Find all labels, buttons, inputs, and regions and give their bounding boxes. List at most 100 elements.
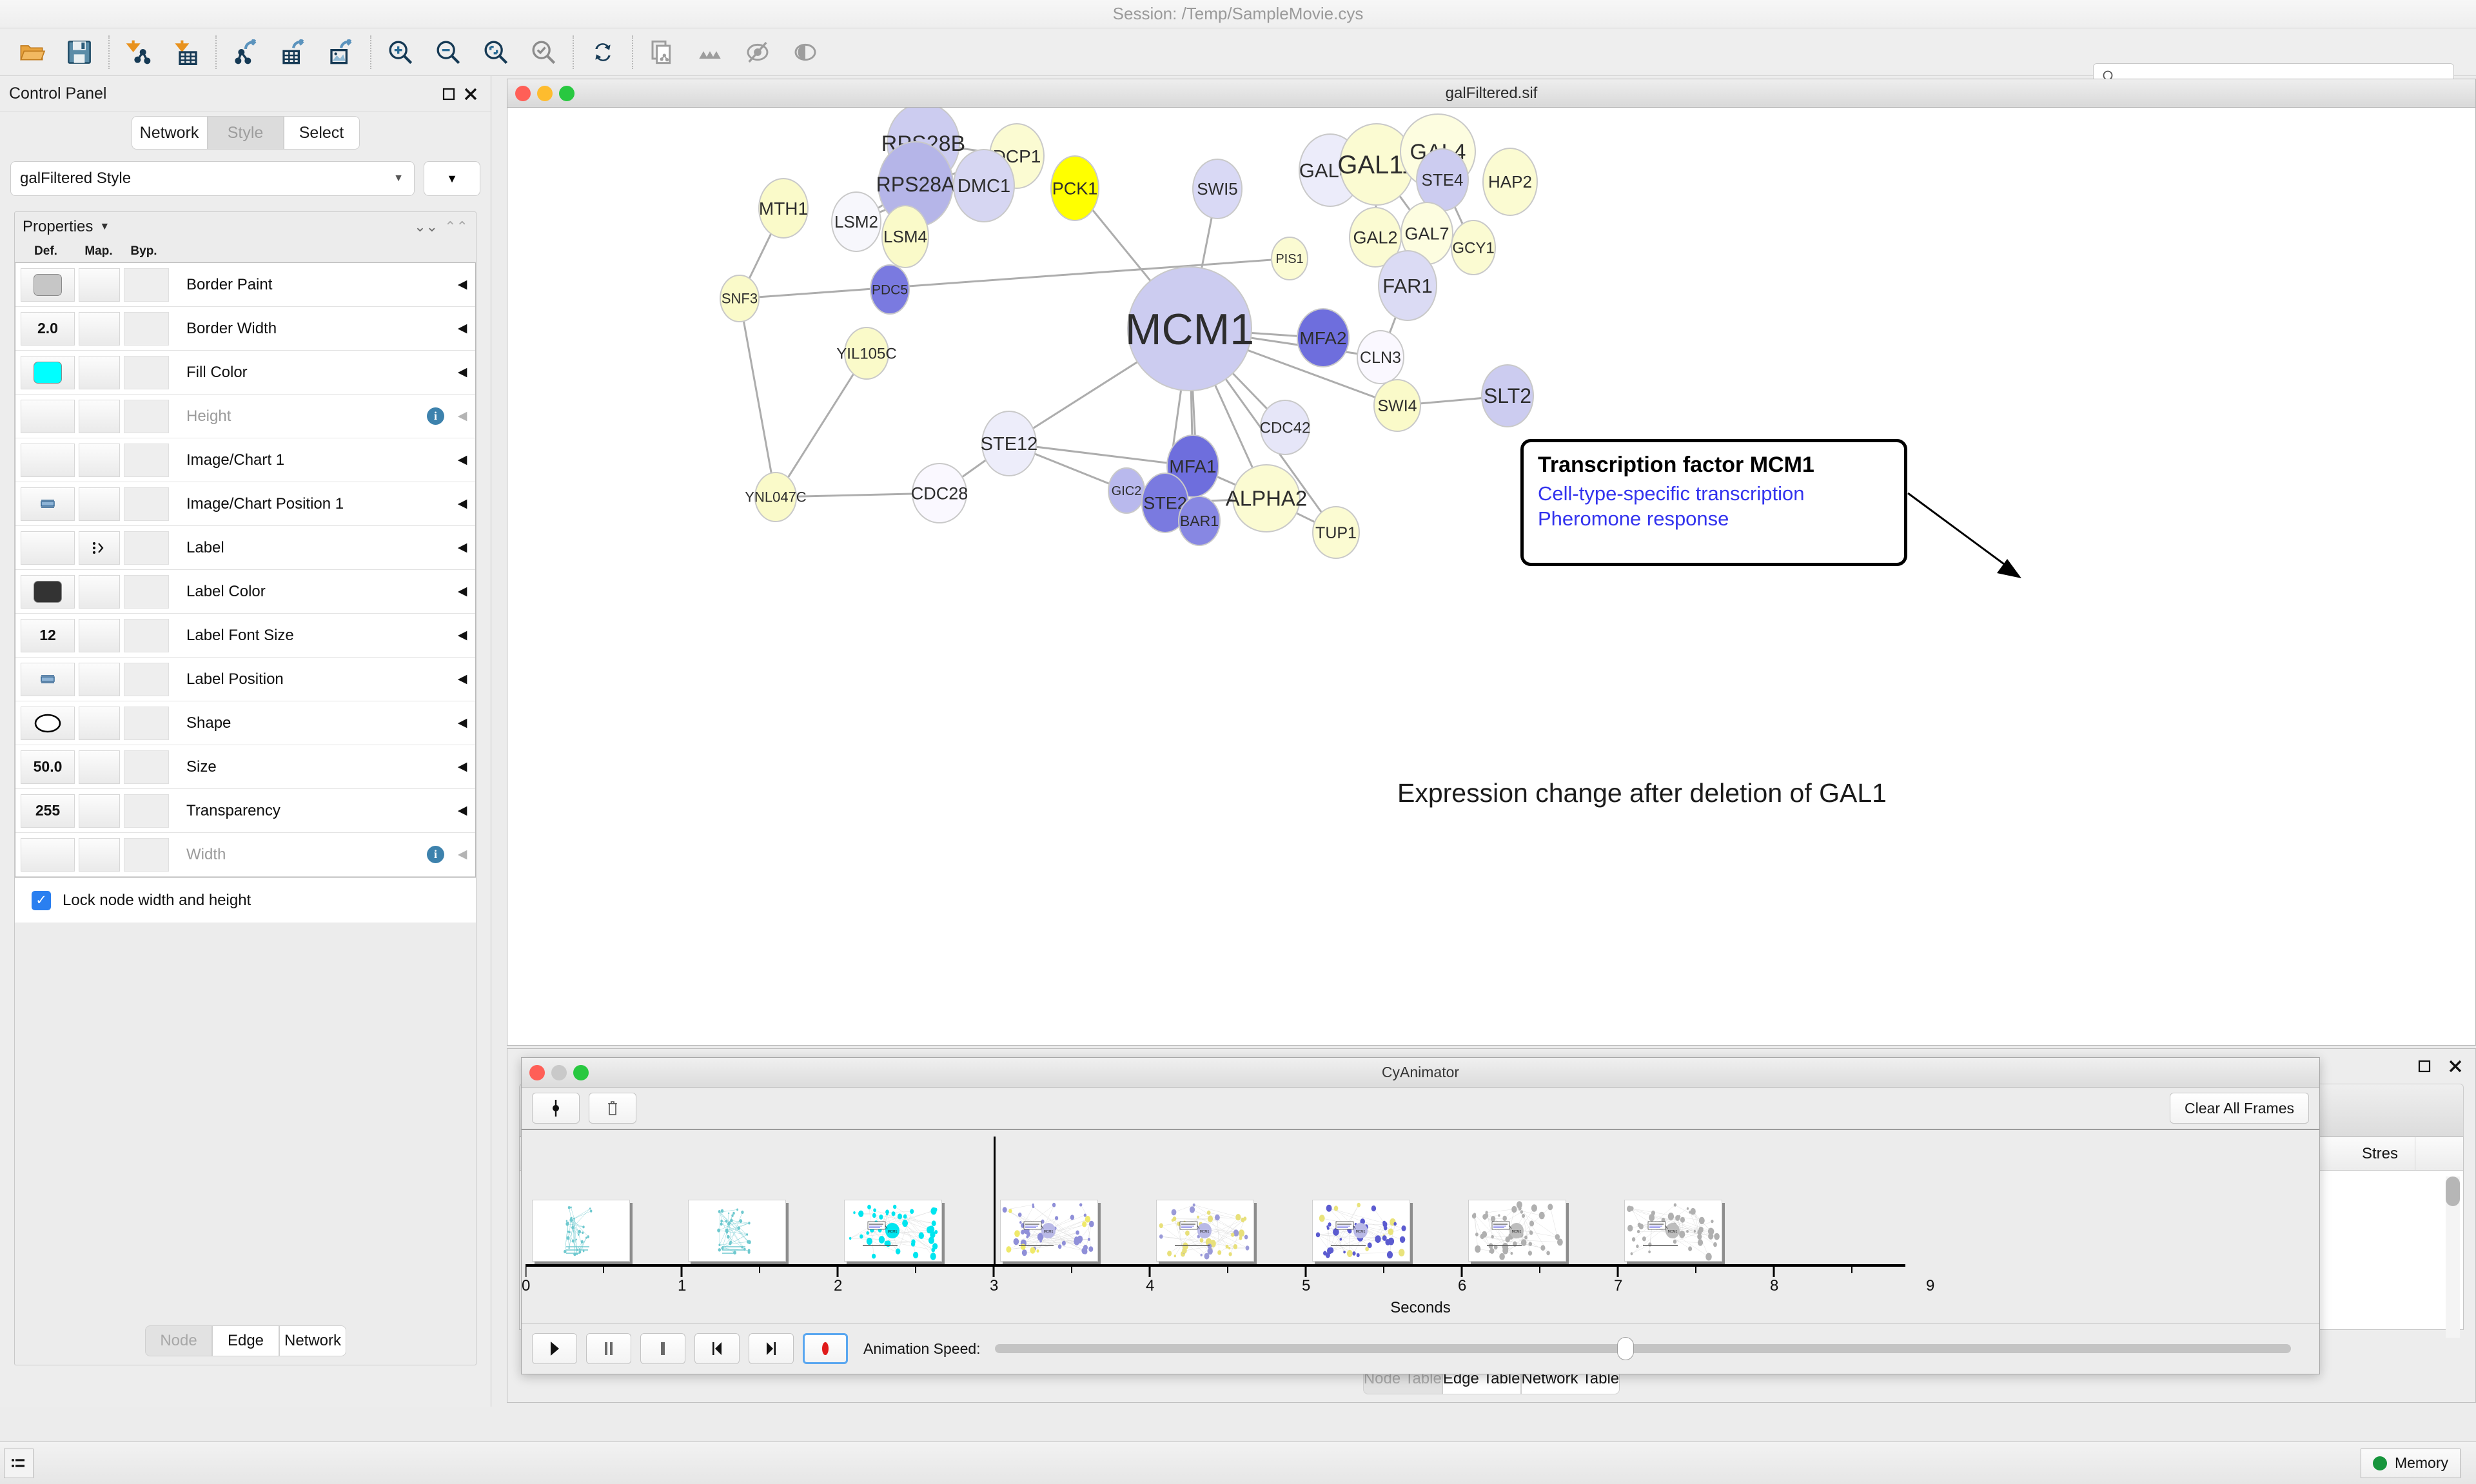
network-node[interactable]: CLN3 xyxy=(1357,330,1404,384)
property-row[interactable]: Image/Chart 1 ◀ xyxy=(15,438,475,482)
network-edge[interactable] xyxy=(774,353,868,498)
property-default-value[interactable] xyxy=(21,443,75,477)
node-shape[interactable] xyxy=(1451,220,1496,275)
network-node[interactable]: GIC2 xyxy=(1108,467,1145,514)
close-icon[interactable] xyxy=(460,83,482,105)
node-shape[interactable] xyxy=(1373,379,1421,432)
minimize-window-button[interactable] xyxy=(537,85,553,101)
property-mapping-value[interactable] xyxy=(79,531,120,565)
network-edge[interactable] xyxy=(738,298,777,498)
node-shape[interactable] xyxy=(831,191,881,252)
property-row[interactable]: 12 Label Font Size ◀ xyxy=(15,614,475,658)
node-shape[interactable] xyxy=(720,275,760,322)
timeline-frame[interactable]: MCM1 xyxy=(1312,1200,1410,1262)
expand-property-arrow[interactable]: ◀ xyxy=(457,366,467,379)
property-row[interactable]: 255 Transparency ◀ xyxy=(15,789,475,833)
tab-node[interactable]: Node xyxy=(145,1325,212,1356)
lock-node-size-row[interactable]: ✓ Lock node width and height xyxy=(15,877,476,923)
network-node[interactable]: YNL047C xyxy=(745,472,807,522)
node-shape[interactable] xyxy=(1260,400,1310,455)
property-default-value[interactable] xyxy=(21,399,75,433)
property-row[interactable]: Width i ◀ xyxy=(15,833,475,877)
network-node[interactable]: MFA2 xyxy=(1297,308,1350,367)
node-shape[interactable] xyxy=(758,178,809,239)
tab-edge[interactable]: Edge xyxy=(212,1325,279,1356)
expand-property-arrow[interactable]: ◀ xyxy=(457,541,467,554)
network-edge[interactable] xyxy=(1008,442,1194,467)
network-node[interactable]: STE4 xyxy=(1416,148,1469,211)
expand-property-arrow[interactable]: ◀ xyxy=(457,585,467,598)
property-mapping-value[interactable] xyxy=(79,443,120,477)
node-shape[interactable] xyxy=(881,205,929,268)
node-shape[interactable] xyxy=(1482,148,1538,216)
timeline-playhead[interactable] xyxy=(994,1137,996,1265)
node-shape[interactable] xyxy=(1192,159,1243,219)
timeline-frame[interactable] xyxy=(532,1200,630,1262)
tab-style[interactable]: Style xyxy=(207,116,284,150)
node-shape[interactable] xyxy=(1050,155,1099,221)
node-shape[interactable] xyxy=(1178,496,1221,546)
property-row[interactable]: 2.0 Border Width ◀ xyxy=(15,307,475,351)
network-node[interactable]: PDC5 xyxy=(870,264,910,315)
property-bypass-value[interactable] xyxy=(124,750,169,784)
property-bypass-value[interactable] xyxy=(124,268,169,302)
stop-button[interactable] xyxy=(640,1333,685,1364)
property-row[interactable]: Label Color ◀ xyxy=(15,570,475,614)
play-button[interactable] xyxy=(532,1333,577,1364)
property-bypass-value[interactable] xyxy=(124,794,169,828)
table-scrollbar-thumb[interactable] xyxy=(2446,1176,2460,1206)
clear-all-frames-button[interactable]: Clear All Frames xyxy=(2170,1093,2309,1124)
network-canvas[interactable]: RPS28BDCP1RPS28ADMC1PCK1SWI5GAL80GAL11GA… xyxy=(507,108,2475,1045)
network-node[interactable]: CDC42 xyxy=(1260,400,1311,455)
expand-property-arrow[interactable]: ◀ xyxy=(457,848,467,861)
property-row[interactable]: Label ◀ xyxy=(15,526,475,570)
expand-property-arrow[interactable]: ◀ xyxy=(457,497,467,511)
property-row[interactable]: Shape ◀ xyxy=(15,701,475,745)
add-frame-button[interactable] xyxy=(532,1093,580,1124)
open-file-icon[interactable] xyxy=(8,32,55,73)
network-node[interactable]: FAR1 xyxy=(1378,250,1437,321)
property-default-value[interactable] xyxy=(21,487,75,521)
network-node[interactable]: MTH1 xyxy=(758,178,809,239)
property-bypass-value[interactable] xyxy=(124,662,169,696)
color-swatch[interactable] xyxy=(34,361,62,384)
property-default-value[interactable] xyxy=(21,531,75,565)
table-column-header[interactable]: Stres xyxy=(2222,1137,2415,1170)
maximize-window-button[interactable] xyxy=(559,85,575,101)
property-default-value[interactable]: 2.0 xyxy=(21,311,75,346)
float-table-panel-icon[interactable] xyxy=(2413,1055,2435,1077)
zoom-selected-icon[interactable] xyxy=(472,32,520,73)
network-node[interactable]: GAL7 xyxy=(1400,202,1453,265)
new-network-icon[interactable] xyxy=(638,32,686,73)
property-bypass-value[interactable] xyxy=(124,531,169,565)
network-node[interactable]: LSM2 xyxy=(831,191,881,252)
property-bypass-value[interactable] xyxy=(124,574,169,609)
expand-property-arrow[interactable]: ◀ xyxy=(457,629,467,642)
properties-dropdown-icon[interactable]: ▼ xyxy=(99,221,110,232)
node-shape[interactable] xyxy=(844,327,889,380)
info-icon[interactable]: i xyxy=(427,407,444,425)
network-node[interactable]: STE12 xyxy=(981,411,1038,476)
style-options-menu-button[interactable]: ▼ xyxy=(424,161,480,196)
network-node[interactable]: BAR1 xyxy=(1178,496,1221,546)
save-icon[interactable] xyxy=(55,32,103,73)
memory-status-button[interactable]: Memory xyxy=(2360,1448,2461,1478)
node-shape[interactable] xyxy=(754,472,797,522)
color-swatch[interactable] xyxy=(34,273,62,296)
expand-property-arrow[interactable]: ◀ xyxy=(457,409,467,423)
property-row[interactable]: Fill Color ◀ xyxy=(15,351,475,395)
expand-all-icon[interactable]: ⌄⌄ xyxy=(414,219,438,235)
zoom-in-icon[interactable] xyxy=(377,32,424,73)
property-mapping-value[interactable] xyxy=(79,487,120,521)
layout-icon[interactable] xyxy=(686,32,734,73)
property-mapping-value[interactable] xyxy=(79,399,120,433)
close-table-panel-icon[interactable] xyxy=(2444,1055,2466,1077)
property-mapping-value[interactable] xyxy=(79,837,120,872)
node-shape[interactable] xyxy=(1378,250,1437,321)
property-default-value[interactable] xyxy=(21,662,75,696)
property-bypass-value[interactable] xyxy=(124,443,169,477)
network-node[interactable]: DMC1 xyxy=(953,149,1015,222)
minimize-cyanimator-button[interactable] xyxy=(551,1064,567,1080)
network-node[interactable]: PCK1 xyxy=(1050,155,1099,221)
node-shape[interactable] xyxy=(981,411,1037,476)
